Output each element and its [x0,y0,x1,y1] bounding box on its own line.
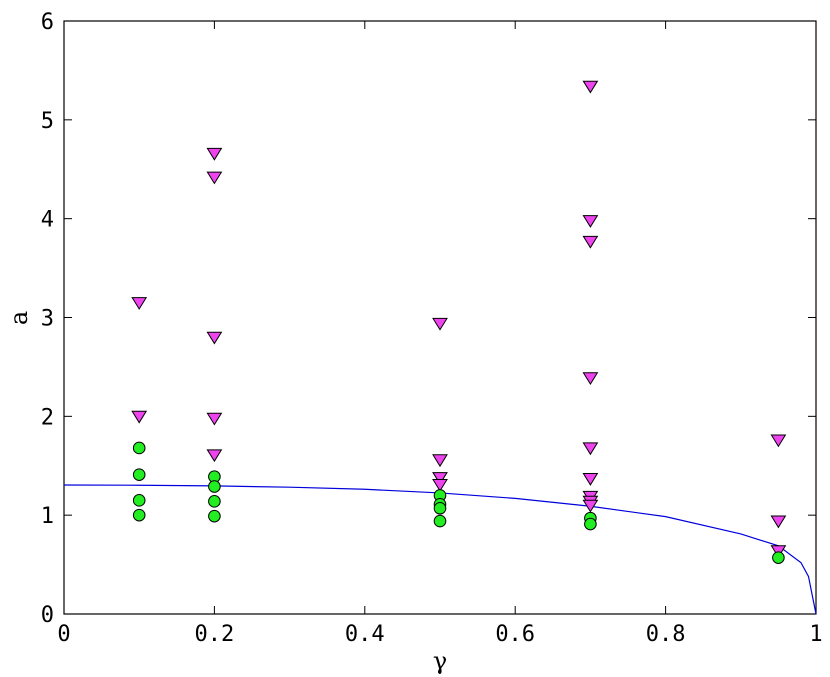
x-tick-label: 0.2 [195,622,235,647]
triangle-point [582,80,599,94]
circle-point [433,501,447,515]
circle-point [132,494,146,507]
circle-point [208,509,221,523]
triangle-point [131,297,148,310]
triangle-point [770,434,787,448]
curve-line [63,484,817,615]
data-marks [131,80,787,564]
x-tick-label: 0.6 [495,622,535,647]
circle-point [433,514,447,528]
y-tick-label: 0 [41,603,54,628]
triangle-point [432,472,448,485]
triangle-point [582,473,599,486]
x-tick-label: 0.4 [345,622,385,647]
circle-point [208,495,221,508]
circle-point [772,551,785,564]
x-tick-label: 0 [57,622,70,647]
y-tick-label: 2 [41,405,54,430]
y-tick-label: 6 [41,10,54,35]
x-tick-label: 1 [809,622,822,647]
triangle-point [206,147,223,161]
circle-point [132,441,146,455]
y-axis-label: a [5,311,33,325]
triangle-point [582,442,599,456]
y-tick-label: 3 [41,307,54,332]
circle-point [584,517,597,531]
triangle-point [432,317,448,331]
triangle-point [582,499,599,513]
triangle-point [206,171,223,185]
axis-ticks: 0 0.2 0.4 0.6 0.8 1 0 1 2 3 4 5 6 [41,10,823,647]
triangle-point [770,515,787,529]
triangle-point [432,478,448,492]
triangle-point [582,372,599,386]
triangle-point [432,454,448,468]
y-tick-label: 1 [41,504,54,529]
circle-point [132,508,146,522]
circle-point [208,480,221,493]
circle-point [132,468,146,481]
curve-layer [63,484,817,615]
x-axis-label: γ [433,647,447,675]
triangle-point [131,410,148,424]
x-tick-label: 0.8 [646,622,686,647]
triangle-point [206,449,223,463]
triangle-point [206,331,223,345]
triangle-point [206,412,223,426]
triangle-point [582,215,599,228]
y-tick-label: 4 [41,208,54,233]
y-tick-label: 5 [41,109,54,134]
triangle-point [582,235,599,249]
